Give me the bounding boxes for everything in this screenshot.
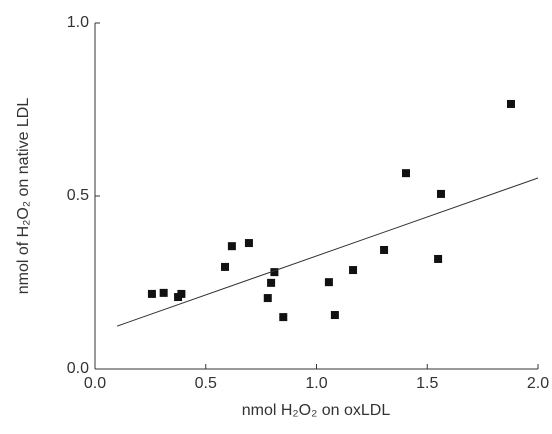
y-tick-label: 1.0: [67, 14, 89, 31]
y-axis-label: nmol of H₂O₂ on native LDL: [15, 98, 32, 295]
point: [279, 313, 288, 322]
point: [349, 266, 358, 275]
x-tick-label: 0.0: [84, 375, 106, 392]
x-tick-label: 0.5: [195, 375, 217, 392]
x-tick-label: 1.5: [416, 375, 438, 392]
point: [434, 254, 443, 263]
fit-line: [116, 177, 539, 327]
point: [177, 289, 186, 298]
point: [330, 311, 339, 320]
point: [221, 262, 230, 271]
point: [267, 278, 276, 287]
x-tick-label: 2.0: [527, 375, 549, 392]
point: [401, 169, 410, 178]
point: [159, 288, 168, 297]
point: [506, 99, 515, 108]
point: [263, 294, 272, 303]
point: [380, 245, 389, 254]
x-axis-label: nmol H₂O₂ on oxLDL: [242, 402, 391, 419]
point: [436, 189, 445, 198]
point: [227, 242, 236, 251]
x-tick-label: 1.0: [305, 375, 327, 392]
y-tick-label: 0.5: [67, 187, 89, 204]
point: [147, 289, 156, 298]
y-tick-label: 0.0: [67, 360, 89, 377]
point: [270, 268, 279, 277]
point: [324, 278, 333, 287]
point: [244, 239, 253, 248]
